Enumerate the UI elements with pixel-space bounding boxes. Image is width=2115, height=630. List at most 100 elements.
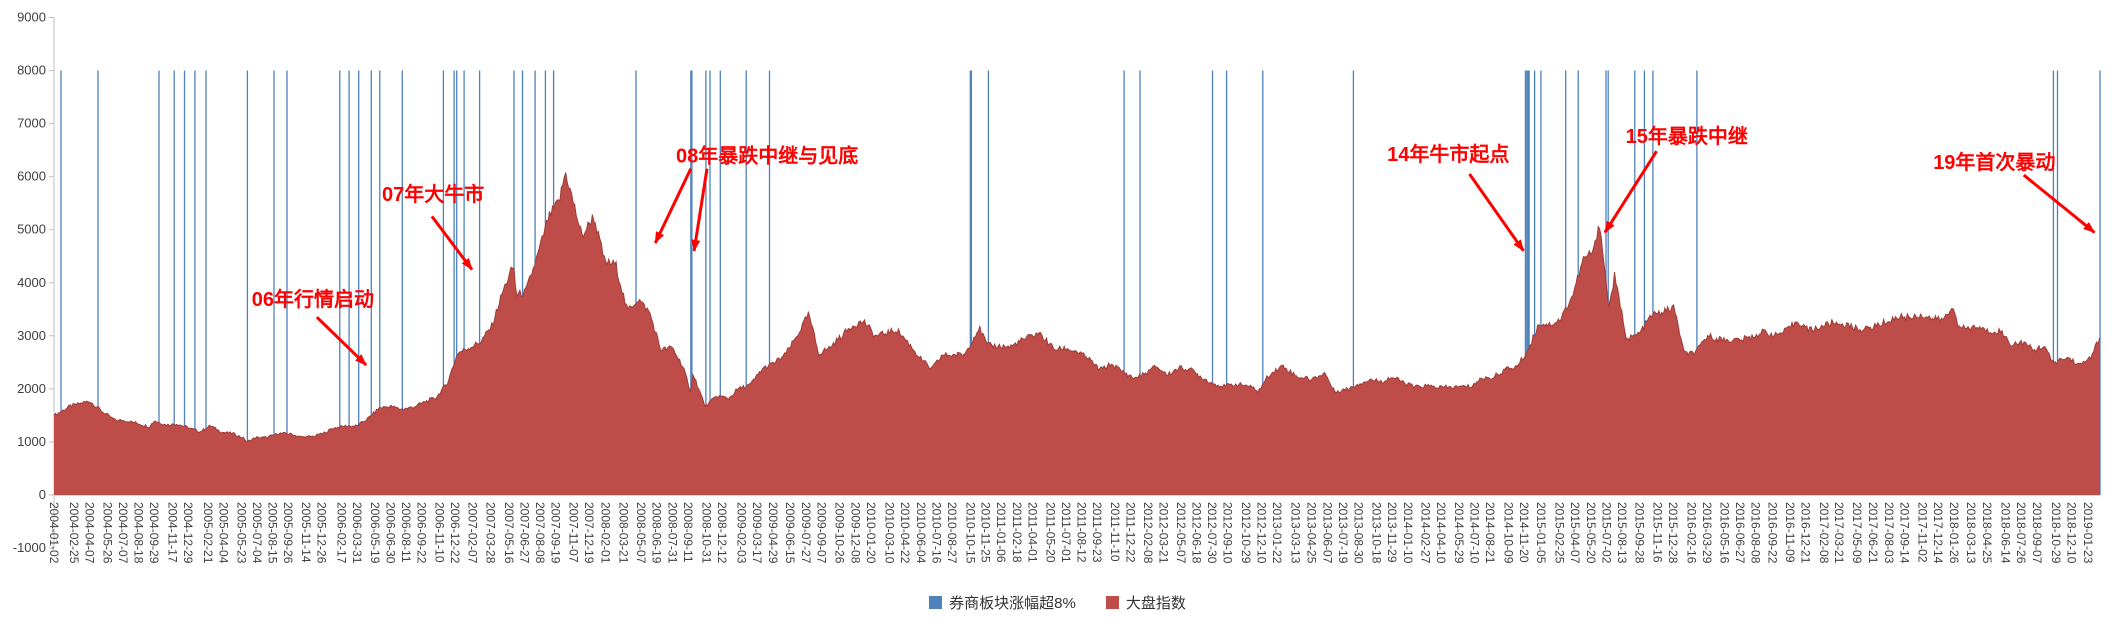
x-tick-label: 2009-04-29: [766, 502, 780, 564]
x-tick-label: 2012-09-10: [1221, 502, 1235, 564]
x-tick-label: 2011-07-01: [1059, 502, 1073, 563]
x-tick-label: 2008-06-19: [650, 502, 664, 564]
x-tick-label: 2018-12-10: [2065, 502, 2079, 564]
x-tick-label: 2007-06-27: [517, 502, 531, 564]
x-tick-label: 2017-05-09: [1850, 502, 1864, 564]
x-tick-label: 2013-01-22: [1270, 502, 1284, 564]
x-tick-label: 2013-04-25: [1305, 502, 1319, 564]
x-tick-label: 2017-03-21: [1832, 502, 1846, 564]
x-tick-label: 2016-05-16: [1718, 502, 1732, 564]
x-tick-label: 2012-06-18: [1190, 502, 1204, 564]
x-tick-label: 2015-11-16: [1650, 502, 1664, 563]
x-tick-label: 2016-06-27: [1733, 502, 1747, 564]
annotation-arrow: [2022, 173, 2096, 234]
x-tick-label: 2008-10-31: [699, 502, 713, 564]
x-tick-label: 2013-03-13: [1289, 502, 1303, 564]
annotation-arrow: [430, 215, 474, 271]
x-tick-label: 2005-07-04: [250, 502, 264, 564]
x-tick-label: 2012-07-30: [1205, 502, 1219, 564]
y-tick-label: -1000: [13, 540, 46, 555]
x-tick-label: 2011-12-22: [1123, 502, 1137, 563]
x-tick-label: 2016-08-08: [1749, 502, 1763, 564]
x-tick-label: 2004-02-25: [67, 502, 81, 564]
x-tick-label: 2013-08-30: [1352, 502, 1366, 564]
x-tick-label: 2007-03-28: [484, 502, 498, 564]
x-tick-label: 2016-03-29: [1700, 502, 1714, 564]
x-tick-label: 2006-11-10: [433, 502, 447, 563]
x-tick-label: 2004-01-02: [47, 502, 61, 564]
x-tick-label: 2011-04-01: [1025, 502, 1039, 563]
annotation-label: 08年暴跌中继与见底: [676, 143, 858, 167]
x-tick-label: 2004-07-07: [116, 502, 130, 564]
x-tick-label: 2011-01-06: [994, 502, 1008, 563]
x-tick-label: 2013-06-07: [1321, 502, 1335, 564]
x-tick-label: 2010-10-15: [963, 502, 977, 564]
x-tick-label: 2014-08-21: [1483, 502, 1497, 564]
x-tick-label: 2017-12-14: [1931, 502, 1945, 564]
x-tick-label: 2009-10-26: [832, 502, 846, 564]
x-tick-label: 2016-11-09: [1783, 502, 1797, 563]
x-tick-label: 2009-12-08: [848, 502, 862, 564]
x-tick-label: 2018-09-07: [2030, 502, 2044, 564]
annotation-arrow: [315, 316, 368, 367]
x-tick-label: 2010-11-25: [979, 502, 993, 563]
x-tick-label: 2007-02-07: [466, 502, 480, 564]
legend-item-broker-events: 券商板块涨幅超8%: [929, 592, 1076, 613]
x-tick-label: 2005-04-04: [216, 502, 230, 564]
x-tick-label: 2012-03-21: [1157, 502, 1171, 564]
annotation-label: 19年首次暴动: [1933, 150, 2055, 174]
x-tick-label: 2010-03-10: [882, 502, 896, 564]
x-tick-label: 2007-12-19: [582, 502, 596, 564]
x-tick-label: 2015-04-07: [1568, 502, 1582, 564]
x-tick-label: 2006-02-17: [334, 502, 348, 564]
x-tick-label: 2008-02-01: [598, 502, 612, 564]
x-tick-label: 2017-09-14: [1897, 502, 1911, 564]
x-tick-label: 2009-03-17: [750, 502, 764, 564]
annotation-arrow: [691, 168, 709, 252]
x-tick-label: 2015-12-28: [1666, 502, 1680, 564]
x-tick-label: 2018-07-26: [2014, 502, 2028, 564]
annotation-label: 06年行情启动: [252, 287, 374, 311]
x-tick-label: 2005-11-14: [299, 502, 313, 563]
x-tick-label: 2015-05-20: [1584, 502, 1598, 564]
x-tick-label: 2008-07-31: [665, 502, 679, 564]
x-tick-label: 2004-04-07: [83, 502, 97, 564]
x-tick-label: 2006-08-11: [399, 502, 413, 563]
x-tick-label: 2010-06-04: [914, 502, 928, 564]
y-tick-label: 1000: [17, 434, 46, 449]
x-tick-label: 2015-01-05: [1534, 502, 1548, 564]
x-tick-label: 2005-12-26: [315, 502, 329, 564]
chart-legend: 券商板块涨幅超8% 大盘指数: [0, 592, 2115, 613]
x-tick-label: 2014-05-29: [1452, 502, 1466, 564]
x-tick-label: 2013-10-18: [1370, 502, 1384, 564]
x-tick-label: 2018-01-26: [1947, 502, 1961, 564]
x-tick-label: 2018-10-29: [2049, 502, 2063, 564]
index-area: [54, 172, 2100, 495]
legend-label-market-index: 大盘指数: [1125, 595, 1186, 612]
x-tick-label: 2016-12-21: [1799, 502, 1813, 564]
x-tick-label: 2017-08-03: [1882, 502, 1896, 564]
annotation-arrow: [653, 168, 693, 244]
x-tick-label: 2018-06-14: [1998, 502, 2012, 564]
x-tick-label: 2015-08-13: [1615, 502, 1629, 564]
x-tick-label: 2014-02-27: [1419, 502, 1433, 564]
x-tick-label: 2014-11-20: [1517, 502, 1531, 563]
annotation-arrow: [1603, 150, 1658, 234]
x-tick-label: 2004-12-29: [181, 502, 195, 564]
x-tick-label: 2017-11-02: [1916, 502, 1930, 563]
x-tick-label: 2004-09-29: [147, 502, 161, 564]
x-tick-label: 2006-09-22: [415, 502, 429, 564]
y-tick-label: 7000: [17, 116, 46, 131]
x-tick-label: 2004-05-26: [101, 502, 115, 564]
x-tick-label: 2016-09-22: [1765, 502, 1779, 564]
x-tick-label: 2008-12-12: [715, 502, 729, 564]
x-tick-label: 2010-04-22: [898, 502, 912, 564]
annotation-label: 15年暴跌中继: [1626, 124, 1748, 148]
legend-item-market-index: 大盘指数: [1105, 592, 1186, 613]
annotation-arrow: [1468, 173, 1525, 252]
x-tick-label: 2019-01-23: [2081, 502, 2095, 564]
y-tick-label: 4000: [17, 275, 46, 290]
x-tick-label: 2009-09-07: [814, 502, 828, 564]
x-tick-label: 2009-06-15: [783, 502, 797, 564]
x-tick-label: 2005-02-21: [201, 502, 215, 564]
